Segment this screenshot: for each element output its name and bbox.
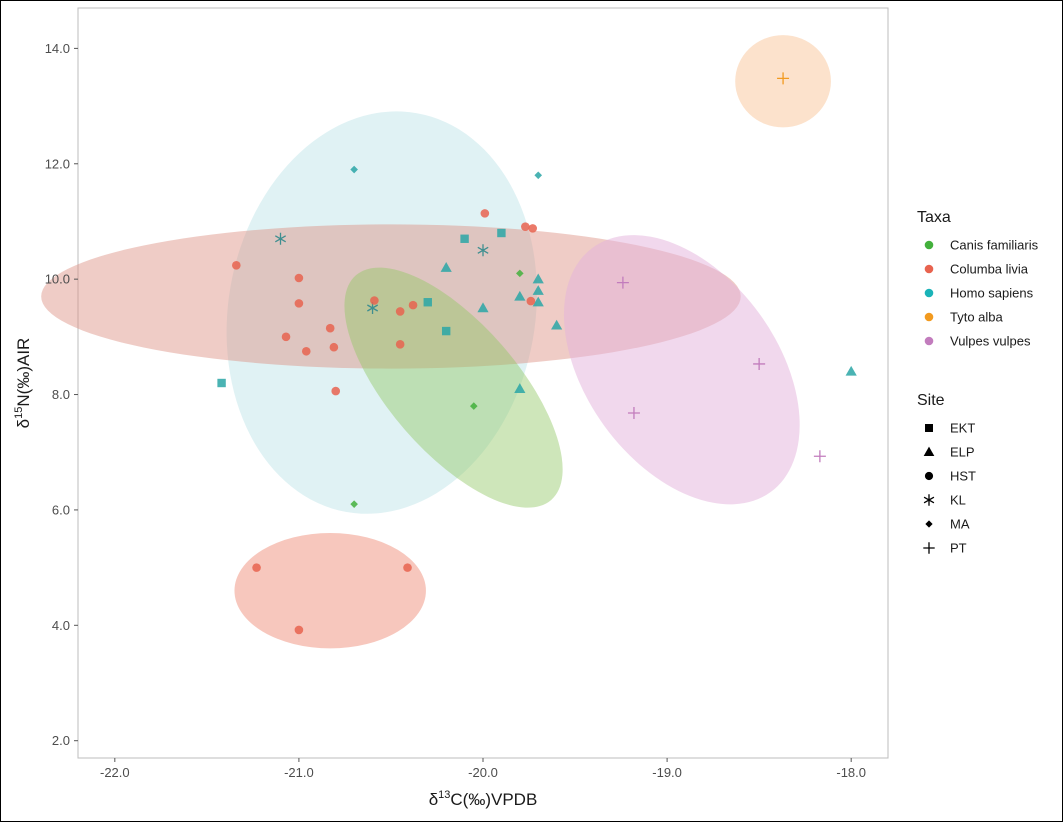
taxa-legend: Taxa Canis familiaris Columba livia Homo s…	[917, 209, 1039, 349]
data-point	[477, 244, 489, 257]
data-point	[526, 296, 536, 306]
y-tick-label: 10.0	[45, 272, 70, 287]
x-tick-label: -20.0	[468, 765, 498, 780]
y-axis: 2.0 4.0 6.0 8.0 10.0 12.0 14.0	[45, 41, 78, 748]
x-axis-title: δ13C(‰)VPDB	[429, 789, 538, 809]
legend-label: MA	[950, 517, 970, 532]
ellipse-homo-sapiens	[226, 111, 537, 514]
legend-shape-ma	[925, 520, 933, 528]
legend-key-homo-sapiens	[924, 288, 934, 298]
data-point	[294, 273, 304, 283]
legend-label: Homo sapiens	[950, 286, 1034, 301]
data-point	[281, 332, 291, 342]
y-tick-label: 8.0	[52, 387, 70, 402]
data-point	[551, 319, 563, 330]
legend-key-columba-livia	[924, 264, 934, 274]
legend-label: Tyto alba	[950, 310, 1004, 325]
legend-shape-elp	[923, 446, 935, 456]
data-point	[350, 165, 358, 174]
data-point	[217, 378, 226, 388]
data-point	[616, 276, 629, 289]
data-point	[325, 323, 335, 333]
data-point	[403, 563, 412, 572]
y-tick-label: 6.0	[52, 502, 70, 517]
legend-label: Vulpes vulpes	[950, 334, 1031, 349]
data-point	[441, 326, 451, 336]
legend-key-vulpes-vulpes	[924, 336, 934, 346]
legend-shape-ekt	[925, 424, 933, 432]
ellipse-vulpes-vulpes	[563, 235, 800, 505]
ellipse-columba-livia	[234, 533, 426, 649]
data-point	[395, 307, 405, 316]
data-point	[813, 450, 826, 463]
x-tick-label: -21.0	[284, 765, 314, 780]
data-point	[460, 234, 469, 243]
data-point	[532, 273, 544, 284]
data-point	[232, 261, 241, 270]
data-point	[350, 500, 358, 508]
legend-label: PT	[950, 541, 967, 556]
ellipse-canis-familiaris	[344, 267, 563, 508]
site-legend-title: Site	[917, 392, 945, 409]
data-point	[252, 563, 261, 572]
legend-label: KL	[950, 493, 966, 508]
point-layer	[217, 72, 857, 635]
legend-label: HST	[950, 469, 976, 484]
legend-shape-kl	[923, 494, 935, 506]
data-point	[497, 228, 506, 238]
y-tick-label: 4.0	[52, 618, 70, 633]
data-point	[395, 340, 405, 349]
y-tick-label: 12.0	[45, 156, 70, 171]
data-point	[480, 209, 490, 218]
y-axis-title: δ15N(‰)AIR	[13, 338, 33, 429]
data-point	[274, 232, 287, 245]
x-tick-label: -19.0	[652, 765, 682, 780]
x-tick-label: -18.0	[836, 765, 866, 780]
data-point	[477, 302, 489, 313]
data-point	[440, 262, 452, 272]
data-point	[370, 296, 379, 305]
data-point	[528, 224, 538, 233]
data-point	[294, 299, 304, 308]
data-point	[521, 222, 530, 231]
y-tick-label: 14.0	[45, 41, 70, 56]
data-point	[514, 290, 526, 301]
data-point	[532, 296, 544, 307]
legend-key-tyto-alba	[924, 312, 934, 322]
data-point	[532, 285, 544, 295]
legend-label: Canis familiaris	[950, 238, 1039, 253]
data-point	[301, 346, 311, 356]
taxa-legend-title: Taxa	[917, 209, 951, 226]
legend-key-canis-familiaris	[924, 240, 934, 250]
data-point	[423, 298, 432, 307]
x-tick-label: -22.0	[100, 765, 130, 780]
data-point	[331, 386, 341, 396]
legend-label: Columba livia	[950, 262, 1029, 277]
data-point	[469, 402, 478, 410]
legend-label: ELP	[950, 445, 975, 460]
legend-label: EKT	[950, 421, 975, 436]
data-point	[627, 407, 640, 419]
data-point	[845, 365, 857, 376]
data-point	[514, 383, 526, 393]
data-point	[753, 357, 766, 370]
data-point	[516, 269, 524, 278]
data-point	[534, 171, 543, 180]
data-point	[294, 625, 304, 635]
site-legend: Site EKT ELP HST KL MA PT	[917, 392, 976, 556]
ellipse-layer	[41, 35, 831, 649]
legend-shape-hst	[924, 471, 934, 481]
y-tick-label: 2.0	[52, 733, 70, 748]
legend-shape-pt	[923, 542, 935, 554]
x-axis: -22.0 -21.0 -20.0 -19.0 -18.0	[100, 758, 866, 780]
data-point	[408, 300, 418, 310]
data-point	[329, 342, 339, 352]
data-point	[777, 72, 790, 85]
